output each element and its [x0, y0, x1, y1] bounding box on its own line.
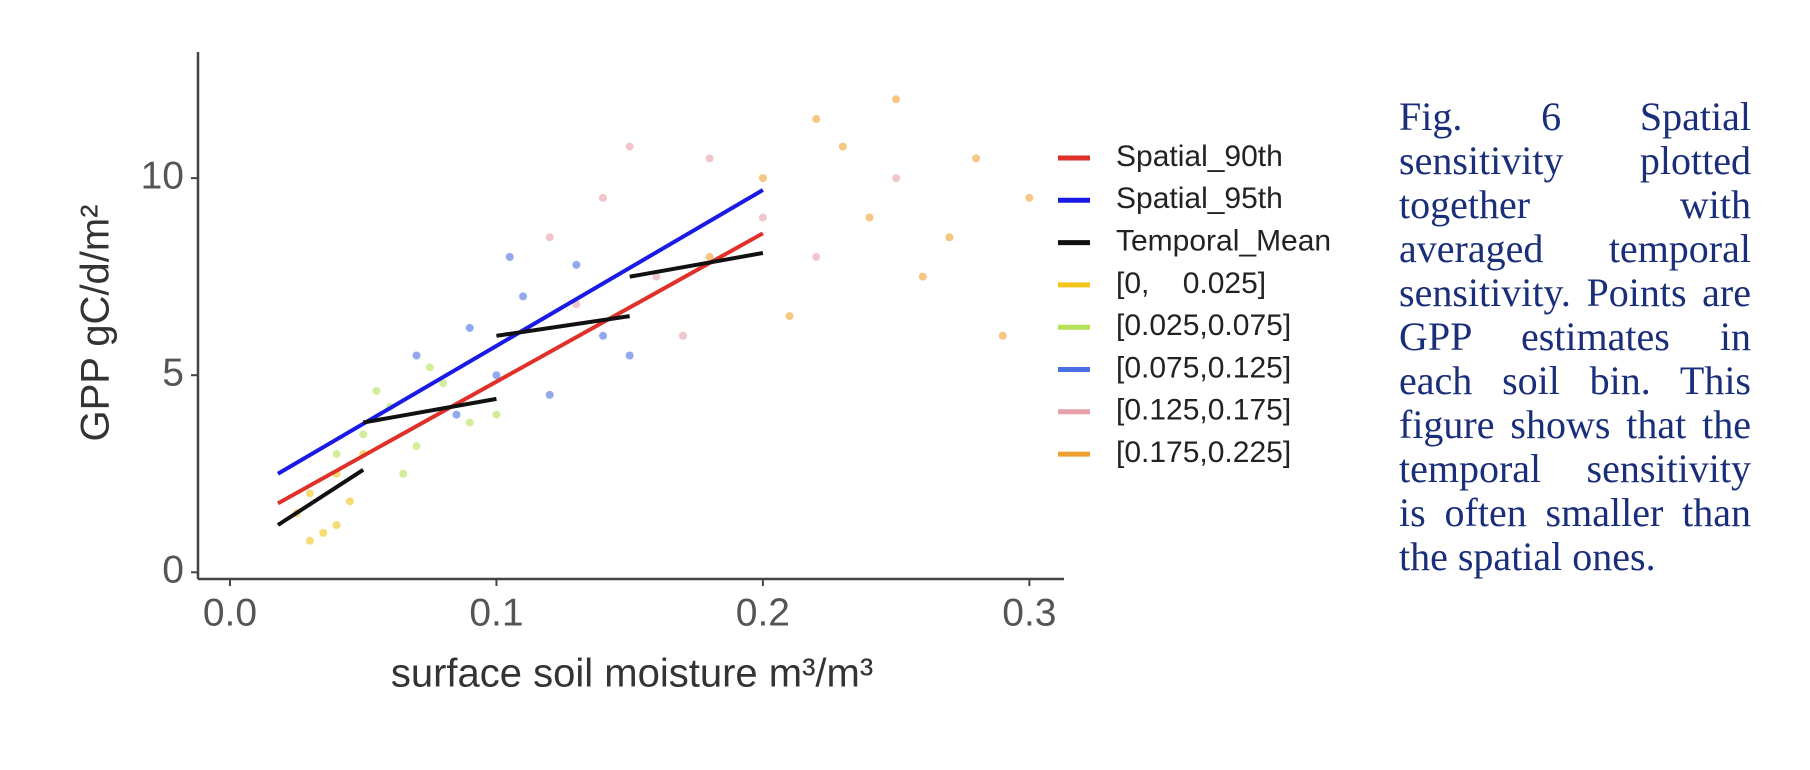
- point: [918, 272, 927, 281]
- y-axis-title: GPP gC/d/m²: [74, 204, 118, 441]
- legend-label: [0.075,0.125]: [1116, 351, 1291, 384]
- point: [412, 351, 421, 360]
- point: [972, 154, 981, 163]
- point: [625, 351, 634, 360]
- point: [439, 379, 448, 388]
- legend-label: Spatial_90th: [1116, 140, 1283, 173]
- caption: Fig. 6 Spatial sensitivity plotted toget…: [1399, 94, 1751, 579]
- point: [492, 371, 501, 380]
- point: [399, 469, 408, 478]
- x-tick-label: 0.0: [203, 591, 257, 634]
- point: [519, 292, 528, 301]
- point: [465, 323, 474, 332]
- point: [758, 213, 767, 222]
- line: [276, 251, 764, 527]
- y-tick-label: 5: [162, 352, 184, 395]
- legend-label: Temporal_Mean: [1116, 225, 1331, 258]
- point: [319, 528, 328, 537]
- legend-label: [0.025,0.075]: [1116, 309, 1291, 342]
- y-tick-label: 10: [141, 154, 184, 197]
- point: [545, 390, 554, 399]
- point: [599, 331, 608, 340]
- point: [305, 489, 314, 498]
- legend-label: [0, 0.025]: [1116, 267, 1266, 300]
- point: [678, 331, 687, 340]
- point: [305, 536, 314, 545]
- point: [812, 252, 821, 261]
- y-tick-label: 0: [162, 549, 184, 592]
- point: [998, 331, 1007, 340]
- line: [276, 231, 764, 506]
- point: [452, 410, 461, 419]
- point: [372, 386, 381, 395]
- point: [425, 363, 434, 372]
- point: [505, 252, 514, 261]
- legend-label: [0.125,0.175]: [1116, 394, 1291, 427]
- point: [652, 272, 661, 281]
- point: [332, 520, 341, 529]
- x-tick-label: 0.2: [736, 591, 790, 634]
- point: [359, 430, 368, 439]
- point: [625, 142, 634, 151]
- point: [492, 410, 501, 419]
- point: [865, 213, 874, 222]
- point: [812, 115, 821, 124]
- point: [705, 252, 714, 261]
- point: [892, 174, 901, 183]
- point: [758, 174, 767, 183]
- x-axis-title: surface soil moisture m³/m³: [391, 652, 873, 696]
- point: [892, 95, 901, 104]
- point: [465, 418, 474, 427]
- point: [599, 193, 608, 202]
- point: [572, 260, 581, 269]
- point: [345, 497, 354, 506]
- legend-label: [0.175,0.225]: [1116, 436, 1291, 469]
- point: [945, 233, 954, 242]
- legend-label: Spatial_95th: [1116, 182, 1283, 215]
- point: [1025, 193, 1034, 202]
- point: [838, 142, 847, 151]
- point: [332, 450, 341, 459]
- x-tick-label: 0.3: [1002, 591, 1056, 634]
- point: [545, 233, 554, 242]
- point: [412, 442, 421, 451]
- point: [705, 154, 714, 163]
- x-tick-label: 0.1: [469, 591, 523, 634]
- point: [785, 312, 794, 321]
